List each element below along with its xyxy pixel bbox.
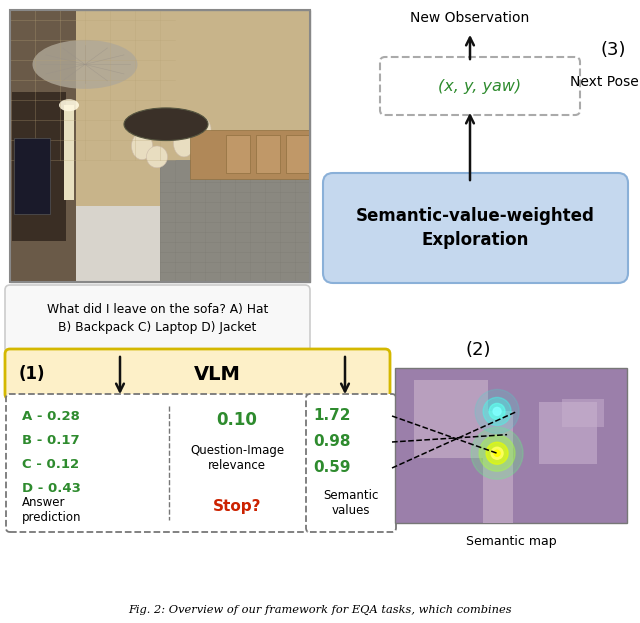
FancyBboxPatch shape [6,394,309,532]
Text: (1): (1) [19,365,45,383]
Text: New Observation: New Observation [410,11,530,25]
Circle shape [494,450,500,456]
Bar [286,135,310,173]
FancyBboxPatch shape [5,285,310,353]
Ellipse shape [59,99,79,111]
Text: 1.72: 1.72 [313,409,351,424]
Bar [562,399,604,427]
Circle shape [475,389,519,434]
Bar [10,10,76,282]
Ellipse shape [131,133,152,159]
Circle shape [493,407,501,416]
Text: Fig. 2: Overview of our framework for EQA tasks, which combines: Fig. 2: Overview of our framework for EQ… [128,605,512,615]
Text: Semantic
values: Semantic values [323,489,379,517]
Text: VLM: VLM [194,364,241,384]
Text: Semantic map: Semantic map [466,535,556,548]
Text: Semantic-value-weighted
Exploration: Semantic-value-weighted Exploration [356,207,595,249]
Bar [413,381,488,458]
Bar [190,130,310,179]
FancyBboxPatch shape [380,57,580,115]
Ellipse shape [33,40,138,89]
Text: 0.10: 0.10 [217,411,257,429]
Text: Stop?: Stop? [213,498,261,513]
Bar [14,138,50,214]
Circle shape [491,447,503,459]
Text: (x, y, yaw): (x, y, yaw) [438,78,522,93]
Bar [10,10,310,282]
Circle shape [483,397,511,426]
FancyBboxPatch shape [306,394,396,532]
Bar [483,411,513,523]
Text: 0.59: 0.59 [313,460,351,475]
FancyBboxPatch shape [5,349,390,399]
Bar [10,10,310,282]
Text: Next Pose: Next Pose [570,75,638,89]
Bar [12,92,66,241]
Ellipse shape [147,146,168,168]
Text: C - 0.12: C - 0.12 [22,457,79,470]
Ellipse shape [124,108,208,141]
Bar [395,368,627,523]
Text: B - 0.17: B - 0.17 [22,434,79,447]
FancyBboxPatch shape [323,173,628,283]
Text: (3): (3) [600,41,626,59]
Text: A - 0.28: A - 0.28 [22,409,80,422]
Circle shape [471,427,523,479]
Bar [160,159,310,282]
Bar [64,105,74,201]
Circle shape [486,442,508,464]
Bar [539,402,597,464]
Circle shape [489,404,505,419]
Ellipse shape [173,130,195,157]
Ellipse shape [193,118,211,142]
Text: 0.98: 0.98 [313,434,351,450]
Circle shape [479,435,515,471]
Bar [10,206,310,282]
Text: (2): (2) [465,341,491,359]
Bar [226,135,250,173]
Text: Question-Image
relevance: Question-Image relevance [190,444,284,472]
Text: What did I leave on the sofa? A) Hat
B) Backpack C) Laptop D) Jacket: What did I leave on the sofa? A) Hat B) … [47,303,268,335]
Text: Answer
prediction: Answer prediction [22,496,81,524]
Bar [256,135,280,173]
Text: D - 0.43: D - 0.43 [22,482,81,495]
